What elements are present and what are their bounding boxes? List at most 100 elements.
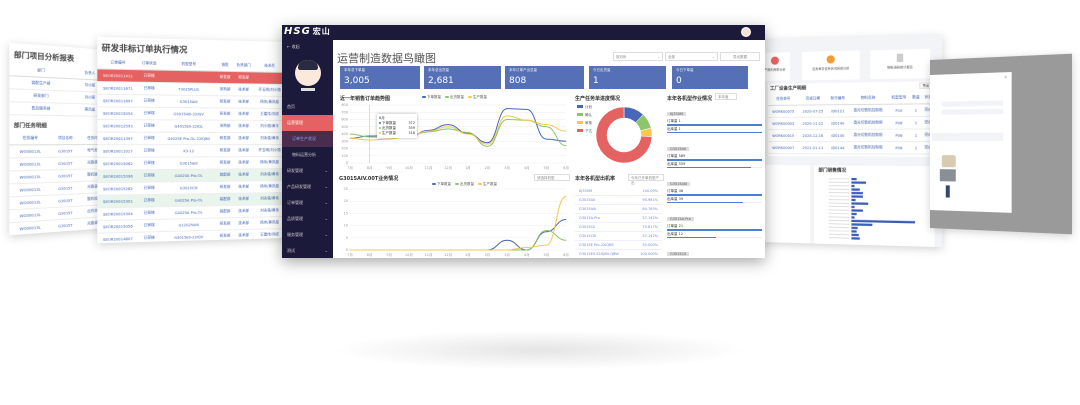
out-bar-fill: [667, 167, 751, 169]
table-cell: [160, 70, 217, 83]
data-point: [546, 126, 547, 127]
close-icon[interactable]: ×: [1004, 74, 1008, 79]
photo-thumbnail[interactable]: [946, 185, 950, 197]
card-materials[interactable]: 物料消耗统计报表: [870, 49, 930, 79]
period-select[interactable]: 按月份 ⌄: [613, 52, 663, 61]
table-cell: 2020-11-22: [799, 117, 828, 129]
sales-bar: [851, 223, 872, 226]
kpi-value: 0: [676, 76, 744, 86]
column-header[interactable]: 机型型号: [888, 92, 910, 104]
data-point: [428, 250, 429, 251]
table-row[interactable]: SEOR20012593 已审核 G4015EII-22IQL 采购部 技术部 刘小丽/黄…: [97, 119, 285, 132]
sidebar-item[interactable]: 物料运营分析: [282, 147, 333, 163]
photo-thumbnail[interactable]: [940, 169, 956, 181]
data-point: [566, 196, 567, 197]
dialog-field[interactable]: [942, 109, 1003, 115]
sidebar-item[interactable]: 订单管理 ⌄: [282, 195, 333, 211]
top-bar: HSG 宏山: [282, 25, 765, 40]
table-cell: P06: [888, 142, 910, 155]
sales-label-placeholder: [829, 234, 850, 235]
column-header[interactable]: 销售: [217, 59, 233, 71]
table-cell: 1: [910, 142, 922, 155]
sales-bar: [851, 202, 868, 205]
rate-row: G3015E Pro-22IQBII 50.000%: [575, 241, 662, 250]
sidebar-item[interactable]: 订单生产状况: [282, 131, 333, 147]
column-header[interactable]: 订单状态: [138, 58, 160, 70]
column-header[interactable]: 物料名称: [848, 92, 888, 104]
card-tasks[interactable]: 任务单及任务状况完成分析: [802, 51, 860, 81]
legend-item[interactable]: 审核: [577, 121, 592, 126]
legend-item[interactable]: 下单数量: [422, 95, 441, 99]
sidebar-item[interactable]: 测试 ⌄: [282, 243, 333, 258]
y-tick-label: 15: [344, 211, 348, 215]
table-row[interactable]: 售后服务部 黄凤凰: [9, 102, 108, 117]
table-cell: 2020-07-25: [799, 105, 828, 117]
rate-row: G3015EII-22IQBII-QBW 100.000%: [575, 250, 662, 258]
column-header[interactable]: 任务编号: [9, 133, 50, 145]
sidebar-item[interactable]: 服务管理 ⌄: [282, 227, 333, 243]
trend-legend: 下单数量 出货数量 生产数量: [422, 95, 491, 100]
table-cell: 装配部: [217, 193, 233, 205]
machine-filter[interactable]: 本年度: [715, 93, 737, 100]
legend-item[interactable]: 确认: [577, 113, 592, 118]
table-row[interactable]: SEOR20011397 已审核 G4025E Pro-OL-22IQBII 研发部技…: [97, 132, 285, 145]
column-header[interactable]: 机型型号: [160, 58, 217, 71]
column-header[interactable]: 制令编号: [827, 93, 848, 105]
table-cell: WORK00015: [768, 129, 799, 141]
sales-label-placeholder: [829, 238, 850, 239]
legend-item[interactable]: 计划: [577, 105, 592, 110]
series-dot: [379, 122, 381, 124]
table-row[interactable]: WORK00015 2020-12-16 ID0140 激光切割机控制柜 P06 1 完成: [768, 129, 935, 142]
model-select[interactable]: 请选择机型: [534, 174, 570, 181]
column-header[interactable]: 项目名称: [51, 133, 80, 145]
x-tick-label: 5月: [543, 165, 549, 170]
scope-select[interactable]: 全部 ⌄: [665, 52, 718, 61]
user-avatar[interactable]: [741, 27, 751, 37]
legend-item[interactable]: 生产数量: [468, 95, 487, 99]
y-tick-label: 300: [341, 139, 348, 143]
sidebar-item[interactable]: 品质管理 ⌄: [282, 211, 333, 227]
data-point: [350, 250, 351, 251]
table-cell: WO00013L: [9, 145, 50, 158]
table-row[interactable]: WORK00075 2020-07-25 ID0121 激光切割机控制柜 P10 1 完成: [768, 104, 935, 118]
table-row[interactable]: SEOR20011027 已审核 K3-12 研发部 技术部 齐玉明/刘小丽: [97, 145, 285, 158]
table-cell: K3-12: [160, 145, 217, 157]
column-header[interactable]: 技术员: [254, 60, 285, 72]
collapse-button[interactable]: ← 收起: [282, 40, 333, 54]
kpi-value: 1: [593, 76, 662, 86]
rate-filter[interactable]: 今年已开单机型产出: [628, 174, 664, 181]
table-cell: 已审核: [138, 157, 160, 170]
dialog-textarea[interactable]: [932, 133, 1003, 141]
column-header[interactable]: 任务单号: [768, 93, 799, 105]
table-cell: 研发部: [217, 181, 233, 193]
export-data-button[interactable]: 导出数据: [720, 52, 760, 61]
rate-row: G3015AII 95.981%: [575, 196, 662, 205]
legend-item[interactable]: 下达: [577, 129, 592, 134]
table-row[interactable]: WORK00007 2021-01-11 ID0144 激光切割机控制柜 P06 1 完成: [768, 142, 935, 155]
rate-value: 100.000%: [640, 252, 658, 256]
sidebar-item[interactable]: 运营管理: [282, 115, 333, 131]
data-point: [566, 240, 567, 241]
dialog-field[interactable]: [942, 100, 1003, 106]
sidebar-item[interactable]: 首页: [282, 99, 333, 115]
data-point: [369, 250, 370, 251]
sidebar-item[interactable]: 产品研发管理 ⌄: [282, 179, 333, 195]
machine-model-tag: KJ330M: [667, 112, 686, 116]
x-tick-label: 11月: [425, 252, 433, 257]
column-header[interactable]: 完成日期: [799, 93, 828, 105]
y-tick-label: 800: [341, 103, 348, 107]
table-cell: 齐玉明/刘小丽: [254, 145, 285, 157]
legend-item[interactable]: 出货数量: [445, 95, 464, 99]
data-point: [507, 119, 508, 120]
column-header[interactable]: 订单编号: [97, 57, 138, 70]
data-point: [369, 136, 370, 137]
table-cell: 齐玉明/刘小丽: [254, 84, 285, 96]
photo-thumbnail[interactable]: [942, 155, 956, 167]
table-row[interactable]: WORK00003 2020-11-22 ID0140 激光切割机控制柜 P06 1 完成: [768, 116, 935, 129]
x-tick-label: 12月: [444, 252, 452, 257]
table-row[interactable]: SEOR20015054 已审核 G3015AIII-22IQV 研发部 技术部 王建伟/…: [97, 107, 285, 121]
column-header[interactable]: 数量: [910, 92, 922, 104]
sidebar-item[interactable]: 研发管理 ⌄: [282, 163, 333, 179]
column-header[interactable]: 负责部门: [233, 60, 254, 72]
table-cell: 研发部: [217, 132, 233, 144]
